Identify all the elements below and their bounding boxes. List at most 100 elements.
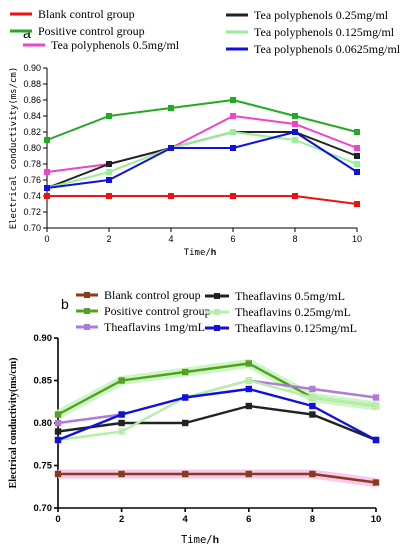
y-tick-label: 0.70 — [34, 503, 53, 514]
series-2 — [44, 97, 360, 143]
y-tick-label: 0.75 — [34, 461, 53, 472]
y-tick-label: 0.74 — [23, 191, 41, 201]
y-tick-label: 0.80 — [34, 418, 53, 429]
data-point — [106, 113, 112, 119]
data-point — [354, 201, 360, 207]
data-point — [106, 161, 112, 167]
data-point — [44, 169, 50, 175]
legend-label: Theaflavins 0.5mg/mL — [235, 289, 345, 303]
series-line — [57, 379, 377, 442]
legend-entry: Theaflavins 1mg/mL — [76, 320, 205, 334]
data-point — [182, 419, 189, 427]
data-point — [309, 402, 316, 410]
legend-entry: Theaflavins 0.5mg/mL — [205, 289, 345, 303]
data-point — [182, 368, 189, 376]
y-tick-label: 0.70 — [23, 223, 41, 233]
data-point — [54, 419, 62, 427]
legend-marker — [84, 324, 90, 330]
data-point — [168, 193, 174, 199]
legend-entry: Tea polyphenols 0.5mg/ml — [23, 38, 180, 52]
data-point — [230, 129, 236, 135]
data-point — [292, 193, 298, 199]
series-1 — [54, 469, 380, 487]
data-point — [168, 105, 174, 111]
y-tick-label: 0.90 — [34, 333, 53, 344]
y-axis-label: Electrical conductivity(ms/cm) — [9, 67, 19, 230]
data-point — [309, 470, 316, 478]
data-point — [354, 169, 360, 175]
data-point — [230, 113, 236, 119]
panel-a: 0.70 0.72 0.74 0.76 0.78 0.80 0.82 0.84 0.86 0.88… — [9, 7, 401, 258]
legend-entry: Positive control group — [76, 304, 211, 318]
data-point — [54, 428, 62, 435]
series-6 — [44, 129, 360, 191]
legend-marker — [214, 293, 220, 299]
x-tick-label: 10 — [352, 234, 362, 244]
data-point — [309, 385, 316, 393]
legend-label: Positive control group — [104, 304, 211, 318]
data-point — [292, 121, 298, 127]
y-tick-label: 0.88 — [23, 79, 41, 89]
data-point — [309, 394, 316, 401]
data-point — [44, 137, 50, 143]
data-point — [182, 470, 189, 478]
data-point — [168, 145, 174, 151]
legend-label: Theaflavins 0.125mg/mL — [235, 321, 357, 335]
y-tick-label: 0.80 — [23, 143, 41, 153]
data-point — [372, 394, 380, 401]
x-axis-label: Time/h — [181, 534, 219, 546]
data-point — [54, 411, 62, 418]
legend-entry: Blank control group — [76, 288, 201, 302]
data-point — [54, 470, 62, 478]
x-tick-label: 4 — [183, 514, 189, 525]
data-point — [230, 145, 236, 151]
panel-label: a — [23, 25, 31, 41]
legend-entry: Theaflavins 0.125mg/mL — [205, 321, 357, 335]
x-tick-label: 8 — [292, 234, 297, 244]
x-tick-label: 4 — [168, 234, 173, 244]
legend-marker — [84, 292, 90, 298]
data-point — [118, 411, 125, 418]
y-tick-label: 0.85 — [34, 376, 53, 387]
legend-label: Tea polyphenols 0.125mg/ml — [254, 25, 395, 39]
x-tick-label: 2 — [106, 234, 111, 244]
data-point — [292, 113, 298, 119]
x-tick-label: 2 — [119, 514, 124, 525]
legend-label: Tea polyphenols 0.25mg/ml — [254, 8, 389, 22]
data-point — [230, 193, 236, 199]
data-point — [372, 479, 380, 486]
data-point — [354, 161, 360, 167]
legend-label: Positive control group — [38, 24, 145, 38]
data-point — [292, 137, 298, 143]
legend-label: Theaflavins 0.25mg/mL — [235, 305, 351, 319]
data-point — [106, 193, 112, 199]
y-tick-label: 0.84 — [23, 111, 41, 121]
legend-entry: Tea polyphenols 0.0625mg/ml — [226, 42, 401, 56]
x-tick-label: 0 — [44, 234, 49, 244]
series-line — [46, 115, 358, 173]
panel-b: 0.70 0.75 0.80 0.85 0.90 0 2 4 6 8 10 Time/h Electri… — [8, 288, 381, 546]
y-tick-label: 0.82 — [23, 127, 41, 137]
legend-label: Tea polyphenols 0.5mg/ml — [51, 38, 180, 52]
data-point — [44, 193, 50, 199]
legend-marker — [84, 308, 90, 314]
series-1 — [44, 193, 360, 207]
data-point — [354, 153, 360, 159]
series-line — [47, 195, 358, 205]
legend-label: Blank control group — [38, 7, 135, 21]
data-point — [118, 470, 125, 478]
series-line — [46, 131, 358, 189]
legend-marker — [214, 325, 220, 331]
data-point — [54, 436, 62, 444]
legend-entry: Tea polyphenols 0.125mg/ml — [226, 25, 395, 39]
legend-label: Tea polyphenols 0.0625mg/ml — [254, 42, 401, 56]
legend-entry: Blank control group — [10, 7, 135, 21]
legend-label: Theaflavins 1mg/mL — [104, 320, 205, 334]
legend-entry: Theaflavins 0.25mg/mL — [205, 305, 351, 319]
data-point — [245, 402, 252, 410]
series-line — [46, 99, 358, 141]
data-point — [230, 97, 236, 103]
legend-entry: Tea polyphenols 0.25mg/ml — [226, 8, 389, 22]
series-line — [57, 404, 377, 442]
y-tick-label: 0.76 — [23, 175, 41, 185]
